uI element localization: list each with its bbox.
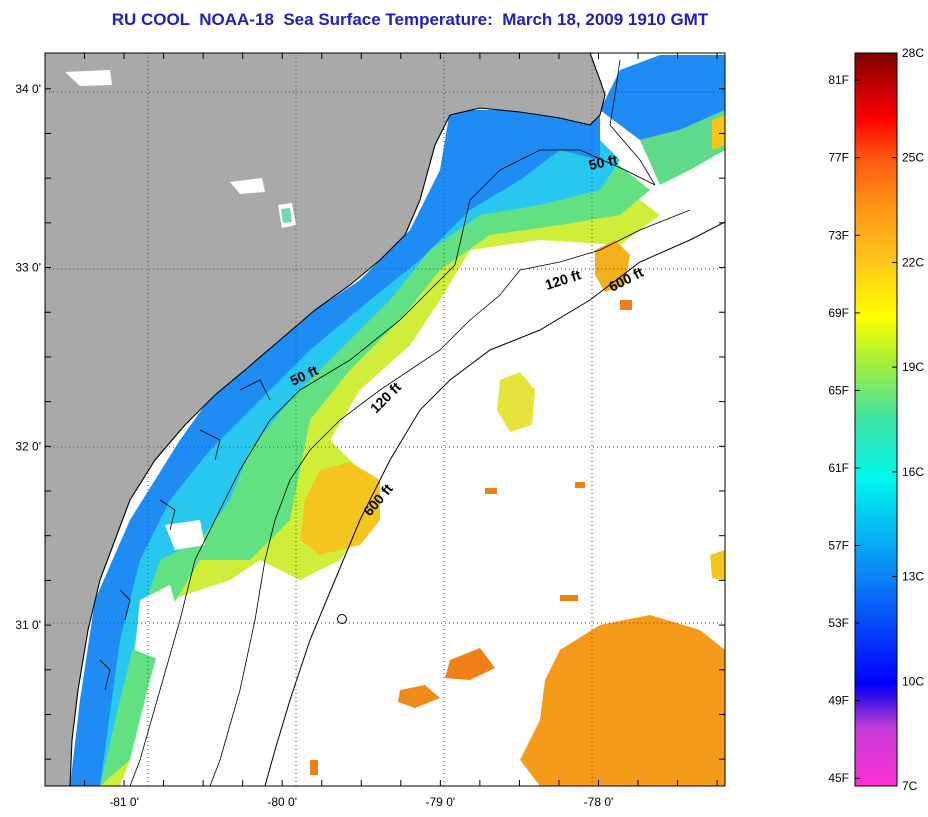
x-tick-label-2: -79 0' (426, 795, 456, 809)
y-tick-label-2: 33 0' (15, 261, 41, 275)
sst-warm-patch-offshore (497, 372, 535, 432)
land-lake-3-fill (281, 208, 292, 223)
isobath-50ft (129, 149, 656, 786)
map-title: RU COOL NOAA-18 Sea Surface Temperature:… (111, 10, 709, 29)
x-tick-label-0: -81 0' (109, 795, 139, 809)
land-lake-2 (230, 178, 265, 194)
map-frame (44, 52, 726, 787)
sst-data-layer (70, 55, 725, 786)
sst-band-cyan (80, 125, 620, 786)
isobath-label-50ft-north: 50 ft (587, 151, 619, 173)
land-mass (45, 53, 605, 786)
sst-warm-speck-4 (560, 595, 578, 601)
x-tick-label-1: -80 0' (267, 795, 297, 809)
x-tick-label-3: -78 0' (584, 795, 614, 809)
coastline-islands (99, 59, 656, 691)
sst-warm-speck-3 (575, 482, 585, 488)
sst-warm-patch-right-mid (710, 550, 725, 580)
map-plot-area: 50 ft 50 ft 120 ft 120 ft 600 ft 600 ft (45, 53, 725, 786)
sst-warm-patch-south (520, 615, 725, 786)
coastline (69, 53, 606, 786)
cloud-hole-1 (165, 520, 205, 550)
y-tick-label-3: 34 0' (15, 82, 41, 96)
sst-warm-patch-north (595, 240, 630, 292)
gridlines (45, 53, 725, 786)
y-tick-label-0: 31 0' (15, 618, 41, 632)
sst-warm-speck-1 (620, 300, 632, 310)
sst-band-blue-north (600, 55, 725, 140)
sst-band-blue (70, 110, 600, 786)
sst-warm-speck-5 (310, 760, 318, 775)
sst-warm-patch-right-edge (712, 115, 725, 150)
sst-warm-patch-small (398, 685, 440, 708)
land-lake-1 (65, 70, 112, 86)
isobath-600ft (264, 221, 725, 786)
map-axis-ticks: -81 0' -80 0' -79 0' -78 0' 31 0' 32 0' 33 0' 3… (15, 53, 725, 809)
isobath-120ft (209, 209, 691, 786)
sst-band-green-north (640, 110, 725, 185)
sst-warm-speck-2 (485, 488, 497, 494)
sst-warm-patch-mid (445, 648, 495, 680)
sst-warm-patch-charleston (300, 462, 380, 555)
y-tick-label-1: 32 0' (15, 439, 41, 453)
